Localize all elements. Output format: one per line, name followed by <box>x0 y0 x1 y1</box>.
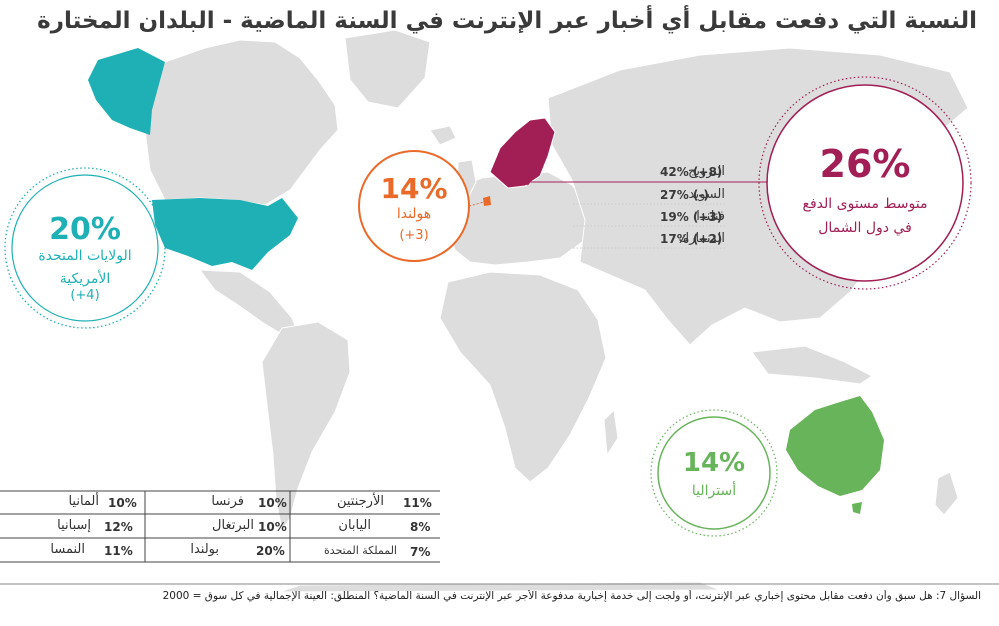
nordic-row-sweden: السويد 27% (-) <box>575 187 725 207</box>
table-value: 10% <box>258 520 287 534</box>
table-value: 11% <box>403 496 432 510</box>
table-country: المملكة المتحدة <box>324 544 397 557</box>
netherlands-pct: 14% <box>380 172 448 205</box>
nordic-row-finland: فنلندا 19% (+3) <box>575 209 725 229</box>
nordic-row-name: النرويج <box>688 164 725 179</box>
table-country: النمسا <box>50 542 85 557</box>
usa-change: (+4) <box>70 287 100 303</box>
land-iceland <box>429 125 457 146</box>
nordic-row-name: الدنمارك <box>678 231 725 246</box>
land-africa <box>439 271 607 483</box>
nordic-row-value: 19% (+3) <box>660 210 723 224</box>
table-country: الأرجنتين <box>336 494 384 509</box>
table-value: 11% <box>104 544 133 558</box>
nordic-row-name: السويد <box>688 187 725 202</box>
usa-name-line1: الولايات المتحدة <box>38 248 132 264</box>
land-madagascar <box>603 408 619 457</box>
land-greenland <box>344 29 431 109</box>
table-value: 10% <box>258 496 287 510</box>
table-value: 12% <box>104 520 133 534</box>
table-country: ألمانيا <box>68 494 99 509</box>
australia-label: 14% أستراليا <box>664 448 764 500</box>
australia-pct: 14% <box>682 448 746 478</box>
australia-name: أستراليا <box>691 483 737 500</box>
nordic-row-denmark: الدنمارك 17% (+2) <box>575 231 725 251</box>
land-new-zealand <box>934 471 959 516</box>
nordic-avg-label-line1: متوسط مستوى الدفع <box>802 195 928 212</box>
table-country: بولندا <box>190 542 219 557</box>
usa-callout <box>4 167 166 329</box>
nordic-row-name: فنلندا <box>696 209 725 224</box>
land-nordic <box>489 117 556 189</box>
netherlands-name: هولندا <box>396 205 432 222</box>
table-country: اليابان <box>338 518 371 533</box>
map-title: النسبة التي دفعت مقابل أي أخبار عبر الإن… <box>37 8 977 34</box>
nordic-avg-label-line2: في دول الشمال <box>818 220 912 237</box>
land-canada <box>144 39 339 206</box>
table-value: 8% <box>410 520 431 534</box>
land-australia <box>786 396 884 496</box>
footnote: السؤال 7: هل سبق وأن دفعت مقابل محتوى إخ… <box>162 590 981 602</box>
land-south-america <box>261 321 351 532</box>
table-value: 7% <box>410 545 431 559</box>
nordic-avg-pct: 26% <box>819 142 911 186</box>
netherlands-change: (+3) <box>399 228 429 244</box>
land-usa <box>152 198 298 270</box>
netherlands-callout <box>358 150 485 262</box>
nordic-row-value: 42% (+8) <box>660 165 723 179</box>
nordic-row-value: 17% (+2) <box>660 232 723 246</box>
land-indonesia <box>751 345 873 385</box>
netherlands-label: 14% هولندا (+3) <box>364 172 464 244</box>
usa-pct: 20% <box>49 212 121 247</box>
table-country: إسبانيا <box>57 518 91 533</box>
nordic-row-value: 27% (-) <box>660 188 709 202</box>
land-netherlands <box>483 196 491 206</box>
nordic-callout <box>524 76 972 290</box>
table-value: 10% <box>108 496 137 510</box>
land-alaska <box>88 48 165 135</box>
table-country: البرتغال <box>212 518 254 533</box>
usa-name-line2: الأمريكية <box>59 270 111 287</box>
other-countries-table-lines <box>0 490 440 563</box>
usa-label: 20% الولايات المتحدة الأمريكية (+4) <box>15 212 155 303</box>
table-country: فرنسا <box>211 494 244 509</box>
australia-callout <box>650 409 778 537</box>
table-value: 20% <box>256 544 285 558</box>
nordic-row-norway: النرويج 42% (+8) <box>575 164 725 184</box>
land-tasmania <box>852 502 862 514</box>
nordic-average-label: 26% متوسط مستوى الدفع في دول الشمال <box>775 142 955 237</box>
